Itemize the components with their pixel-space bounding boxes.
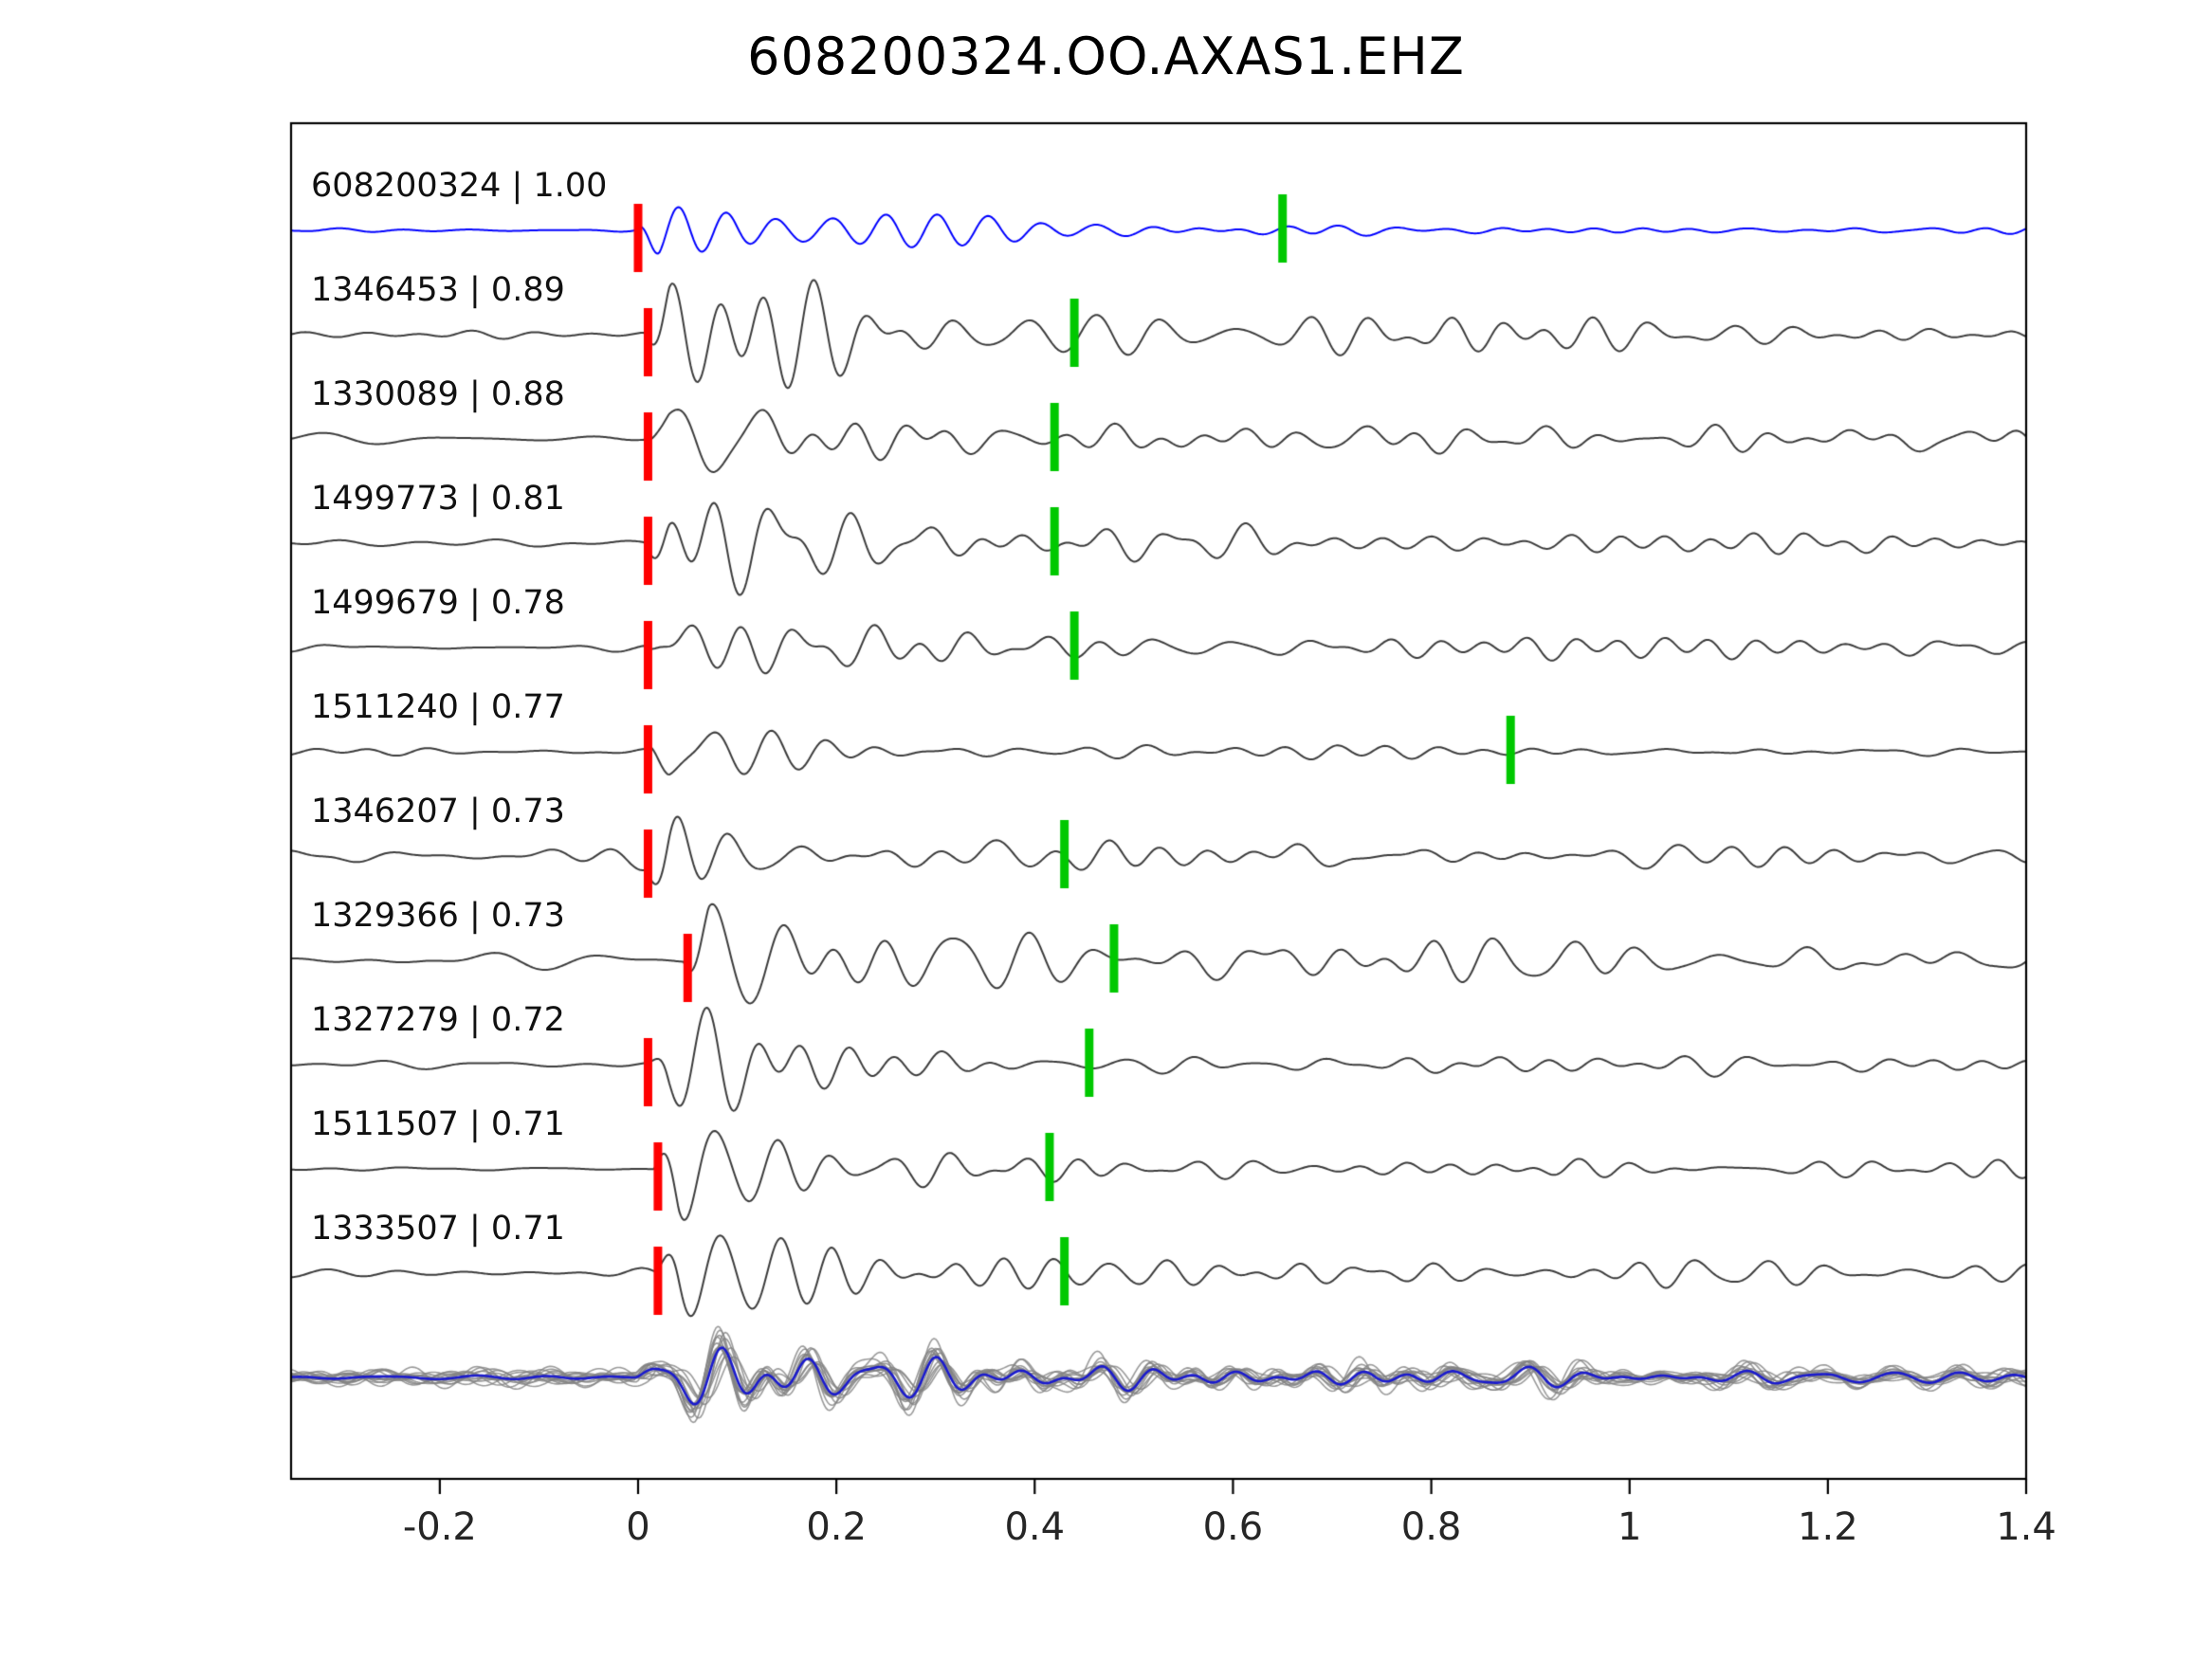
trace-label-1: 1346453 | 0.89 <box>311 271 565 309</box>
trace-label-7: 1329366 | 0.73 <box>311 897 565 935</box>
x-tick-label-2: 0.2 <box>806 1505 867 1549</box>
x-tick-label-1: 0 <box>626 1505 650 1549</box>
trace-label-2: 1330089 | 0.88 <box>311 375 565 413</box>
x-tick-label-3: 0.4 <box>1004 1505 1066 1549</box>
trace-label-10: 1333507 | 0.71 <box>311 1210 565 1248</box>
x-tick-label-4: 0.6 <box>1202 1505 1264 1549</box>
trace-label-4: 1499679 | 0.78 <box>311 584 565 622</box>
trace-label-3: 1499773 | 0.81 <box>311 480 565 518</box>
x-tick-label-5: 0.8 <box>1400 1505 1462 1549</box>
trace-label-9: 1511507 | 0.71 <box>311 1105 565 1143</box>
x-tick-label-6: 1 <box>1617 1505 1642 1549</box>
trace-label-8: 1327279 | 0.72 <box>311 1001 565 1039</box>
chart-title: 608200324.OO.AXAS1.EHZ <box>747 27 1465 86</box>
x-tick-label-8: 1.4 <box>1996 1505 2057 1549</box>
trace-label-0: 608200324 | 1.00 <box>311 167 608 205</box>
trace-label-5: 1511240 | 0.77 <box>311 688 565 726</box>
x-tick-label-0: -0.2 <box>402 1505 477 1549</box>
x-tick-label-7: 1.2 <box>1798 1505 1858 1549</box>
trace-label-6: 1346207 | 0.73 <box>311 793 565 830</box>
